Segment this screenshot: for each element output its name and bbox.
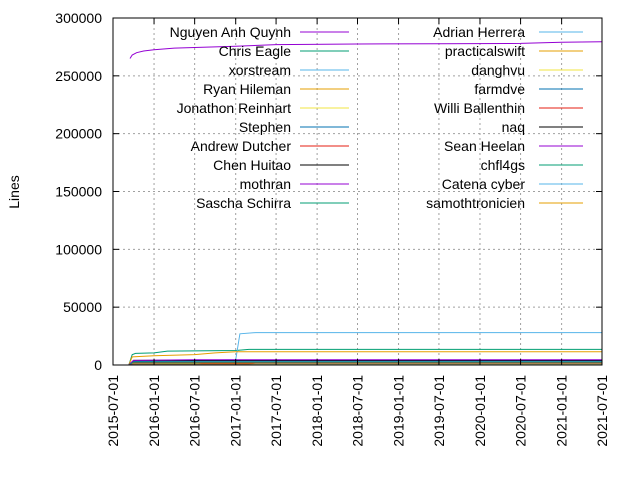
x-tick-label: 2020-01-01: [472, 375, 488, 447]
legend-entry: Catena cyber: [442, 176, 583, 192]
legend-label: Chen Huitao: [213, 157, 291, 173]
grid-lines: [113, 18, 602, 365]
series-line-9: [128, 361, 602, 366]
legend-label: Willi Ballenthin: [434, 100, 525, 116]
legend-entry: samothtronicien: [426, 195, 583, 211]
legend-label: Stephen: [239, 119, 291, 135]
x-tick-label: 2021-01-01: [554, 375, 570, 447]
y-tick-label: 0: [94, 357, 102, 373]
legend-label: Ryan Hileman: [203, 81, 291, 97]
legend-label: Nguyen Anh Quynh: [170, 24, 291, 40]
legend-entry: Chen Huitao: [213, 157, 349, 173]
x-tick-label: 2019-07-01: [431, 375, 447, 447]
legend-entry: Jonathon Reinhart: [177, 100, 349, 116]
x-tick-label: 2020-07-01: [513, 375, 529, 447]
legend-label: Andrew Dutcher: [191, 138, 292, 154]
legend-entry: Adrian Herrera: [433, 24, 583, 40]
legend-entry: mothran: [240, 176, 349, 192]
y-tick-label: 150000: [55, 184, 102, 200]
y-tick-label: 50000: [63, 299, 102, 315]
x-tick-label: 2016-01-01: [146, 375, 162, 447]
y-tick-label: 100000: [55, 241, 102, 257]
x-tick-label: 2021-07-01: [594, 375, 610, 447]
legend-label: samothtronicien: [426, 195, 525, 211]
legend-entry: Sascha Schirra: [196, 195, 349, 211]
legend-label: practicalswift: [445, 43, 525, 59]
legend-entry: xorstream: [229, 62, 349, 78]
legend-label: danghvu: [471, 62, 525, 78]
series-line-3: [128, 351, 602, 366]
series-line-0: [129, 41, 603, 59]
legend-label: xorstream: [229, 62, 291, 78]
legend-label: Sascha Schirra: [196, 195, 291, 211]
legend-entry: practicalswift: [445, 43, 583, 59]
y-tick-label: 250000: [55, 68, 102, 84]
legend-label: farmdve: [474, 81, 525, 97]
legend-entry: Chris Eagle: [219, 43, 349, 59]
legend-label: chfl4gs: [481, 157, 525, 173]
legend-entry: chfl4gs: [481, 157, 583, 173]
x-axis: 2015-07-01 2016-01-01 2016-07-01 2017-01-01…: [105, 18, 610, 447]
legend-label: Sean Heelan: [444, 138, 525, 154]
x-tick-label: 2018-01-01: [309, 375, 325, 447]
legend-entry: Sean Heelan: [444, 138, 583, 154]
y-tick-label: 200000: [55, 126, 102, 142]
y-axis: 0 50000 100000 150000 200000 250000 300000: [55, 10, 602, 373]
legend-entry: Andrew Dutcher: [191, 138, 349, 154]
legend-entry: farmdve: [474, 81, 583, 97]
x-tick-label: 2018-07-01: [350, 375, 366, 447]
legend-label: naq: [502, 119, 525, 135]
y-axis-label: Lines: [6, 175, 22, 208]
legend-label: Catena cyber: [442, 176, 526, 192]
legend-entry: Stephen: [239, 119, 349, 135]
legend-entry: danghvu: [471, 62, 583, 78]
legend-entry: naq: [502, 119, 583, 135]
x-tick-label: 2016-07-01: [187, 375, 203, 447]
legend-label: Jonathon Reinhart: [177, 100, 292, 116]
legend-entry: Willi Ballenthin: [434, 100, 583, 116]
x-tick-label: 2015-07-01: [105, 375, 121, 447]
x-tick-label: 2017-01-01: [228, 375, 244, 447]
legend: Nguyen Anh Quynh Chris Eagle xorstream Ryan…: [170, 24, 583, 211]
x-tick-label: 2017-07-01: [268, 375, 284, 447]
legend-label: Adrian Herrera: [433, 24, 525, 40]
legend-entry: Ryan Hileman: [203, 81, 349, 97]
legend-entry: Nguyen Anh Quynh: [170, 24, 349, 40]
series-line-1: [128, 348, 602, 366]
legend-label: Chris Eagle: [219, 43, 292, 59]
x-tick-label: 2019-01-01: [391, 375, 407, 447]
legend-label: mothran: [240, 176, 291, 192]
y-tick-label: 300000: [55, 10, 102, 26]
